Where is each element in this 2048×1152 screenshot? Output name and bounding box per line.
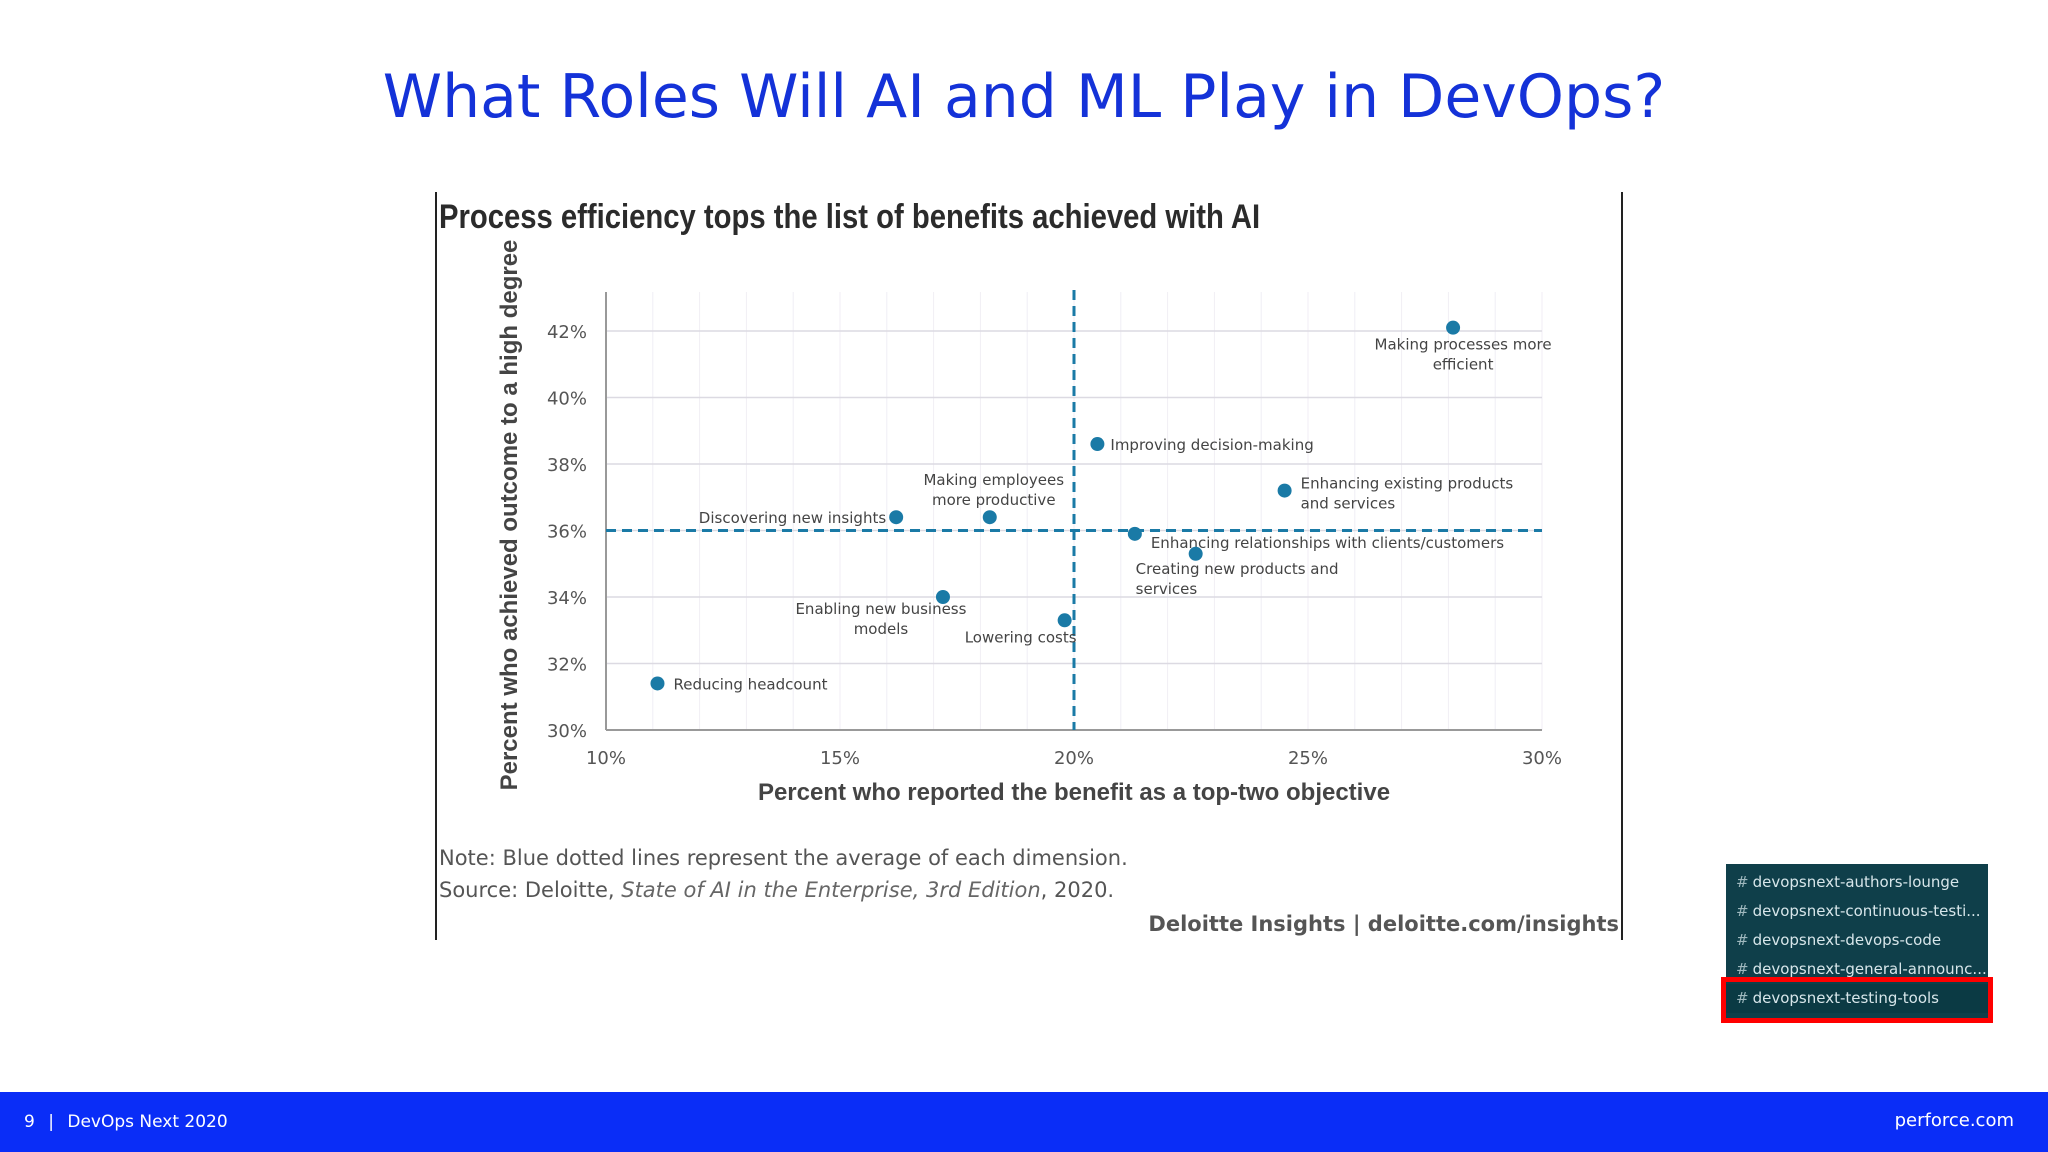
data-label: models (854, 620, 909, 638)
y-axis-title: Percent who achieved outcome to a high d… (496, 240, 523, 791)
channel-label: devopsnext-continuous-testi... (1752, 902, 1981, 920)
y-tick-label: 32% (547, 655, 587, 676)
hash-icon: # (1736, 960, 1749, 978)
footer-left: 9 | DevOps Next 2020 (24, 1112, 228, 1132)
data-label: and services (1301, 495, 1396, 513)
data-point (889, 510, 904, 525)
data-label: Making processes more (1375, 336, 1552, 354)
hash-icon: # (1736, 931, 1749, 949)
slide-title: What Roles Will AI and ML Play in DevOps… (382, 62, 1666, 132)
x-tick-label: 10% (586, 748, 626, 769)
chart-note: Note: Blue dotted lines represent the av… (439, 846, 1128, 870)
data-point (935, 590, 950, 604)
chart-source: Source: Deloitte, State of AI in the Ent… (439, 878, 1114, 902)
source-prefix: Source: Deloitte, (439, 878, 622, 902)
source-suffix: , 2020. (1040, 878, 1115, 902)
channel-label: devopsnext-devops-code (1752, 931, 1942, 949)
y-tick-label: 34% (547, 588, 587, 609)
footer-site-link[interactable]: perforce.com (1894, 1110, 2014, 1131)
data-label: Enhancing relationships with clients/cus… (1151, 534, 1504, 552)
y-tick-label: 40% (547, 389, 587, 410)
x-axis-title: Percent who reported the benefit as a to… (758, 779, 1390, 806)
data-label: Discovering new insights (699, 509, 887, 527)
data-label: efficient (1433, 356, 1494, 374)
chart-credit: Deloitte Insights | deloitte.com/insight… (1148, 912, 1619, 936)
y-tick-label: 38% (547, 455, 587, 476)
data-point (1188, 546, 1203, 561)
data-point (982, 510, 997, 525)
x-tick-label: 25% (1288, 748, 1328, 769)
data-label: Enhancing existing products (1301, 475, 1514, 493)
page-number: 9 (24, 1112, 35, 1132)
channel-label: devopsnext-general-announc... (1752, 960, 1987, 978)
x-tick-label: 20% (1054, 748, 1094, 769)
y-tick-label: 42% (547, 322, 587, 343)
source-title: State of AI in the Enterprise, 3rd Editi… (621, 878, 1041, 902)
x-tick-label: 15% (820, 748, 860, 769)
data-point (1446, 320, 1461, 335)
channel-label: devopsnext-authors-lounge (1752, 873, 1960, 891)
data-point (650, 676, 665, 691)
data-point (1127, 526, 1142, 541)
data-label: more productive (932, 491, 1056, 509)
chart-card: Process efficiency tops the list of bene… (435, 192, 1623, 940)
scatter-plot: 30% 32% 34% 36% 38% 40% 42% 10% 15% 20% 25% 30% Perc… (496, 240, 1562, 806)
data-label: Reducing headcount (673, 675, 827, 693)
x-tick-label: 30% (1522, 748, 1562, 769)
footer-separator: | (48, 1112, 54, 1132)
data-point (1277, 483, 1292, 498)
data-point (1090, 437, 1105, 452)
channel-item[interactable]: # devopsnext-devops-code (1726, 926, 1988, 955)
hash-icon: # (1736, 902, 1749, 920)
chart-title: Process efficiency tops the list of bene… (439, 198, 1261, 236)
footer-bar: 9 | DevOps Next 2020 perforce.com (0, 1092, 2048, 1152)
selection-highlight (1721, 977, 1993, 1023)
data-label: Lowering costs (965, 628, 1077, 646)
data-point (1057, 613, 1072, 628)
event-name: DevOps Next 2020 (67, 1112, 228, 1132)
data-label: Creating new products and (1136, 560, 1339, 578)
channel-list: # devopsnext-authors-lounge # devopsnext-c… (1726, 864, 1988, 1018)
data-label: Enabling new business (795, 600, 966, 618)
channel-item-selected[interactable]: # devopsnext-testing-tools (1726, 984, 1988, 1013)
y-tick-label: 36% (547, 522, 587, 543)
y-tick-label: 30% (547, 721, 587, 742)
hash-icon: # (1736, 873, 1749, 891)
channel-item[interactable]: # devopsnext-continuous-testi... (1726, 897, 1988, 926)
data-label: Making employees (923, 471, 1064, 489)
data-label: services (1136, 580, 1198, 598)
channel-item[interactable]: # devopsnext-authors-lounge (1726, 868, 1988, 897)
data-label: Improving decision-making (1110, 436, 1313, 454)
